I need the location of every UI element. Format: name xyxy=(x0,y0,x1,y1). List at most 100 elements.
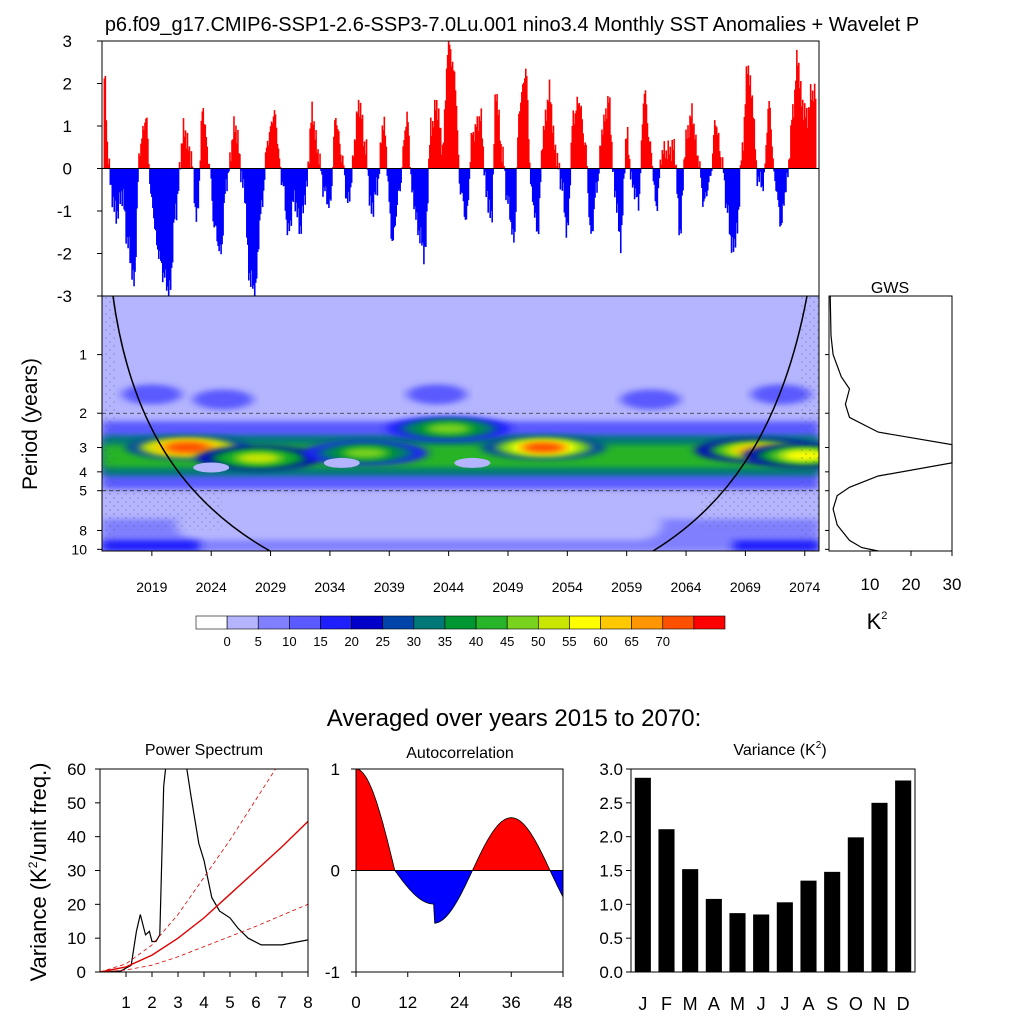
gws-title: GWS xyxy=(871,280,909,297)
anomaly-bar xyxy=(564,168,567,218)
x-tick-label: 2074 xyxy=(789,579,820,595)
y-tick-label: 40 xyxy=(67,828,86,847)
lowfreq-left xyxy=(102,540,200,551)
anomaly-bar xyxy=(568,168,571,199)
anomaly-bar xyxy=(125,168,127,244)
variance-bar xyxy=(753,914,770,972)
anomaly-bar xyxy=(156,168,158,246)
anomaly-bar xyxy=(230,161,232,169)
anomaly-bar xyxy=(616,168,618,213)
anomaly-bar xyxy=(670,161,673,169)
anomaly-bar xyxy=(752,117,755,169)
anomaly-bar xyxy=(532,168,535,206)
anomaly-bar xyxy=(645,104,648,169)
variance-bar xyxy=(871,802,888,972)
anomaly-bar xyxy=(672,149,674,169)
y-tick-label: 2.0 xyxy=(599,828,623,847)
y-tick-label: 3 xyxy=(63,32,72,51)
anomaly-bar xyxy=(575,110,578,169)
anomaly-bar xyxy=(599,145,601,169)
anomaly-bar xyxy=(738,168,741,207)
anomaly-bar xyxy=(482,146,485,169)
anomaly-bar xyxy=(431,135,433,169)
anomaly-bar xyxy=(467,168,470,201)
anomaly-bar xyxy=(137,168,139,182)
x-tick-label: 2054 xyxy=(552,579,583,595)
anomaly-bar xyxy=(387,168,390,182)
anomaly-bar xyxy=(626,126,629,169)
anomaly-bar xyxy=(321,168,323,175)
anomaly-bar xyxy=(335,118,337,169)
anomaly-bar xyxy=(702,168,704,207)
colorbar-label: 35 xyxy=(438,634,452,649)
anomaly-bar xyxy=(254,168,257,283)
anomaly-bar xyxy=(525,76,528,169)
anomaly-bar xyxy=(340,162,343,169)
anomaly-bar xyxy=(547,101,550,169)
anomaly-bar xyxy=(208,163,211,169)
anomaly-bar xyxy=(556,152,559,169)
anomaly-bar xyxy=(617,168,620,232)
anomaly-bar xyxy=(347,168,350,192)
anomaly-bar xyxy=(404,130,406,169)
anomaly-bar xyxy=(460,168,463,193)
anomaly-bar xyxy=(596,168,598,193)
anomaly-bar xyxy=(440,154,443,169)
anomaly-bar xyxy=(462,168,465,202)
anomaly-bar xyxy=(627,154,630,169)
anomaly-bar xyxy=(219,168,221,245)
band-hole xyxy=(323,457,360,468)
secondary-blob xyxy=(121,384,182,405)
anomaly-bar xyxy=(288,168,291,232)
anomaly-bar xyxy=(551,132,554,169)
stipple-low-left xyxy=(102,490,222,530)
cone-of-influence xyxy=(112,296,808,551)
anomaly-bar xyxy=(800,81,802,169)
anomaly-bar xyxy=(666,159,669,169)
colorbar-swatch xyxy=(569,615,601,630)
variance-bar xyxy=(682,869,699,972)
anomaly-bar xyxy=(263,168,266,180)
colorbar-label: 5 xyxy=(255,634,262,649)
autocorrelation-panel: Autocorrelation 1 0 -1 0 12 24 36 48 xyxy=(325,745,573,1012)
anomaly-bar xyxy=(221,168,223,245)
anomaly-bar xyxy=(492,168,494,175)
colorbar-label: 55 xyxy=(562,634,576,649)
anomaly-bar xyxy=(536,168,539,232)
anomaly-bar xyxy=(600,145,602,169)
anomaly-bar xyxy=(646,123,649,169)
anomaly-bar xyxy=(590,168,592,234)
anomaly-bar xyxy=(803,103,806,169)
power-spectrum-lines xyxy=(100,769,308,972)
anomaly-bar xyxy=(780,168,782,226)
anomaly-bar xyxy=(699,161,701,169)
anomaly-bar xyxy=(385,146,388,169)
y-tick-label: 8 xyxy=(79,522,87,538)
anomaly-bar xyxy=(531,168,534,202)
anomaly-bar xyxy=(669,146,672,169)
anomaly-bar xyxy=(373,168,376,193)
anomaly-bar xyxy=(806,128,809,169)
anomaly-bar xyxy=(498,109,500,169)
anomaly-bar xyxy=(650,152,653,169)
anomaly-bar xyxy=(528,162,531,169)
anomaly-bar xyxy=(195,168,198,222)
anomaly-bar xyxy=(500,143,502,169)
anomaly-bar xyxy=(190,151,193,169)
colorbar-label: 40 xyxy=(469,634,483,649)
anomaly-bar xyxy=(458,168,461,184)
anomaly-bar xyxy=(606,118,608,169)
anomaly-bar xyxy=(772,158,774,169)
anomaly-bar xyxy=(728,168,731,235)
anomaly-bar xyxy=(232,139,234,169)
anomaly-bar xyxy=(540,150,543,169)
anomaly-bar xyxy=(235,125,237,169)
anomaly-bar xyxy=(241,168,243,172)
anomaly-bar xyxy=(499,140,501,169)
anomaly-bar xyxy=(291,168,294,201)
anomaly-bar xyxy=(804,117,807,169)
x-tick-label: 3 xyxy=(173,993,182,1012)
anomaly-bar xyxy=(455,105,458,169)
secondary-blob xyxy=(620,389,681,410)
anomaly-bar xyxy=(559,168,562,190)
